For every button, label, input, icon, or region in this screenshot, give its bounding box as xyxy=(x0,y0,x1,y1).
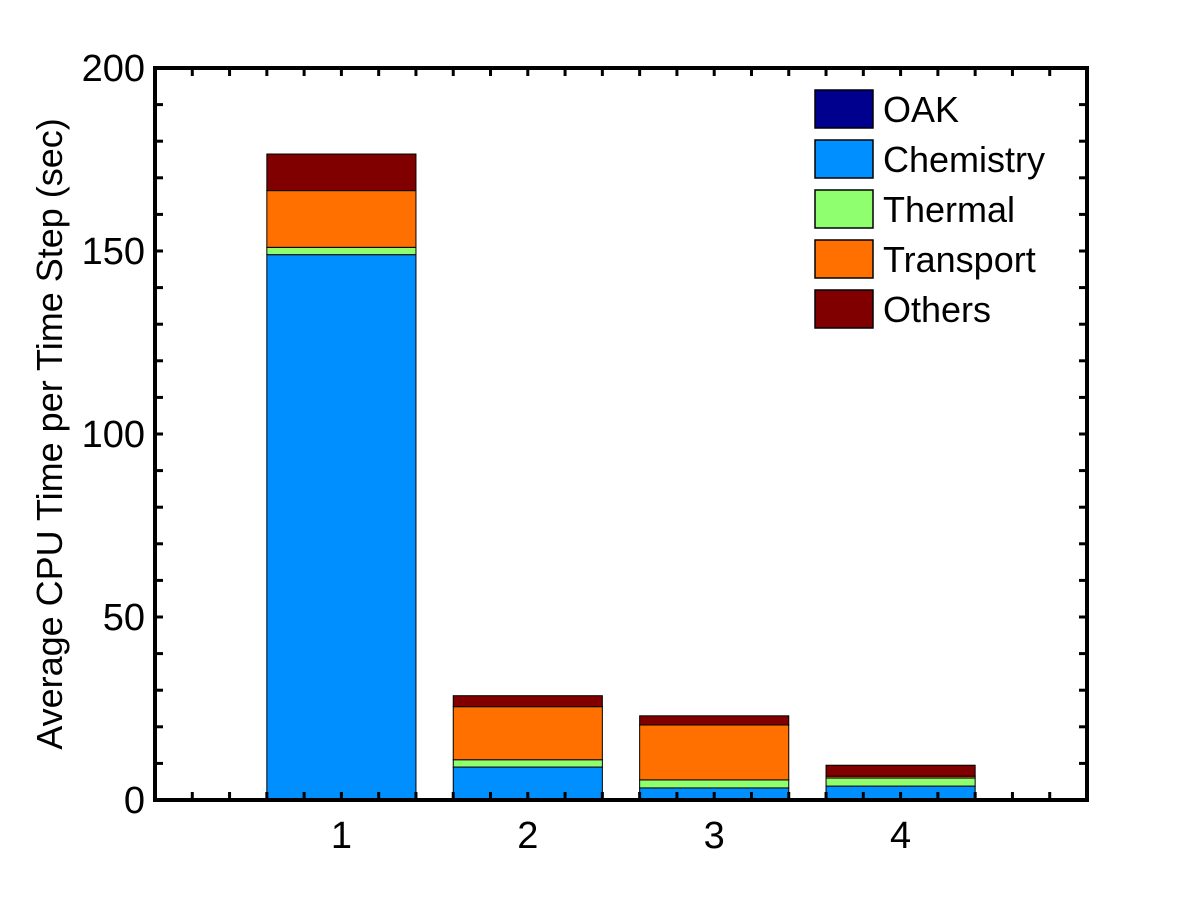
y-axis-label: Average CPU Time per Time Step (sec) xyxy=(29,118,70,750)
plot-frame xyxy=(153,66,1089,802)
y-tick-label: 100 xyxy=(82,414,145,456)
y-tick-label: 50 xyxy=(103,597,145,639)
bar-segment-others-4 xyxy=(825,764,976,777)
bar-segment-others-3 xyxy=(639,715,790,726)
bar-segment-transport-1 xyxy=(266,190,417,248)
legend-swatch-oak xyxy=(814,89,874,129)
bar-segment-thermal-1 xyxy=(266,246,417,256)
y-tick-label: 150 xyxy=(82,231,145,273)
bar-segment-thermal-2 xyxy=(452,759,603,768)
x-tick-label: 2 xyxy=(517,815,538,857)
legend-label-thermal: Thermal xyxy=(883,189,1015,230)
labels-layer: 0 50 100 150 200 1 2 3 4 xyxy=(82,48,912,857)
y-tick-label: 0 xyxy=(124,780,145,822)
bar-segment-others-2 xyxy=(452,695,603,708)
legend-swatch-transport xyxy=(814,239,874,279)
bar-segment-transport-2 xyxy=(452,706,603,761)
x-tick-label: 4 xyxy=(890,815,911,857)
legend-swatch-thermal xyxy=(814,189,874,229)
bar-segment-transport-3 xyxy=(639,724,790,781)
legend-label-oak: OAK xyxy=(883,89,959,130)
y-tick-label: 200 xyxy=(82,48,145,90)
legend: OAK Chemistry Thermal Transport Others xyxy=(814,89,1045,330)
x-tick-label: 1 xyxy=(331,815,352,857)
legend-label-others: Others xyxy=(883,289,991,330)
bar-segment-chemistry-1 xyxy=(266,254,417,800)
bar-segment-thermal-4 xyxy=(825,777,976,787)
legend-swatch-chemistry xyxy=(814,139,874,179)
bar-segment-thermal-3 xyxy=(639,779,790,789)
legend-label-transport: Transport xyxy=(883,239,1036,280)
legend-label-chemistry: Chemistry xyxy=(883,139,1045,180)
bar-segment-others-1 xyxy=(266,153,417,192)
x-tick-label: 3 xyxy=(704,815,725,857)
legend-swatch-others xyxy=(814,289,874,329)
